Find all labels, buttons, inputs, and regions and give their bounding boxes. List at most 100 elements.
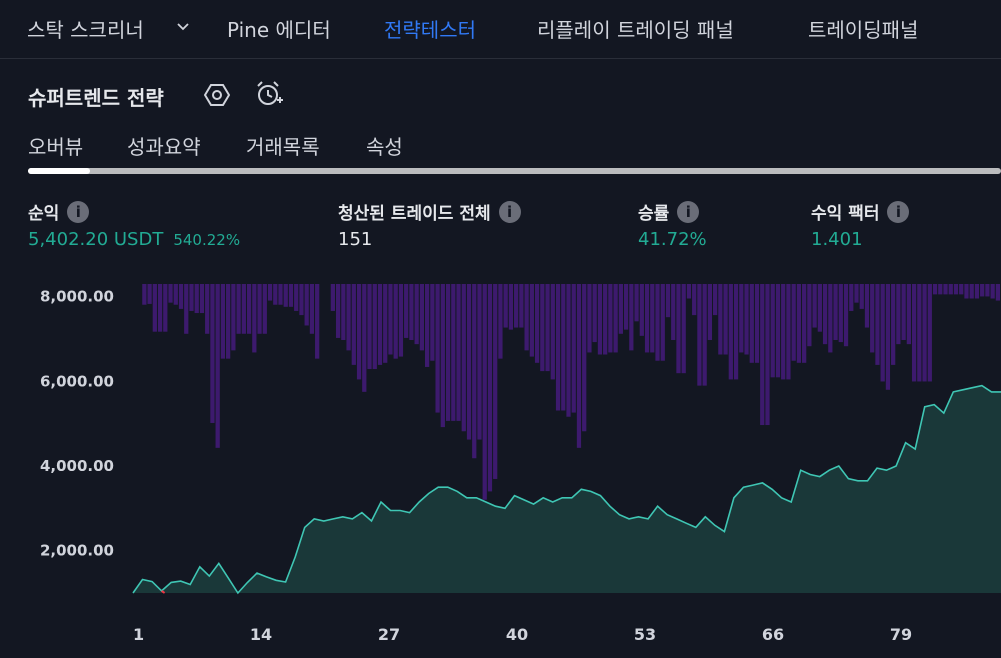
drawdown-bar — [754, 284, 760, 363]
drawdown-bar — [770, 284, 775, 378]
drawdown-bar — [246, 284, 252, 334]
drawdown-bar — [796, 284, 802, 363]
tab-pine-editor[interactable]: Pine 에디터 — [227, 18, 331, 42]
drawdown-bar — [288, 284, 294, 307]
drawdown-bar — [718, 284, 723, 355]
net-profit-percent: 540.22% — [173, 231, 241, 249]
chevron-down-icon[interactable] — [176, 20, 190, 34]
drawdown-bar — [241, 284, 246, 334]
drawdown-bar — [236, 284, 241, 334]
tab-strategy-tester[interactable]: 전략테스터 — [384, 18, 476, 42]
subtab-trades-list[interactable]: 거래목록 — [246, 135, 320, 159]
drawdown-bar — [901, 284, 906, 340]
drawdown-bar — [508, 284, 514, 330]
drawdown-bar — [702, 284, 707, 386]
equity-drawdown-chart[interactable]: 8,000.00 6,000.00 4,000.00 2,000.00 1 14 27 40… — [0, 262, 1001, 658]
drawdown-bar — [634, 284, 639, 322]
profit-factor-label: 수익 팩터 i — [811, 199, 910, 225]
drawdown-bar — [807, 284, 812, 347]
drawdown-bar — [613, 284, 618, 353]
tab-replay-trading-panel[interactable]: 리플레이 트레이딩 패널 — [537, 18, 734, 42]
drawdown-bar — [194, 284, 199, 314]
drawdown-bars — [142, 284, 1000, 500]
info-icon[interactable]: i — [67, 201, 90, 223]
drawdown-bar — [545, 284, 550, 372]
settings-hexagon-icon[interactable] — [204, 82, 230, 108]
drawdown-bar — [875, 284, 880, 365]
drawdown-bar — [294, 284, 299, 311]
drawdown-bar — [728, 284, 733, 380]
drawdown-bar — [335, 284, 341, 338]
drawdown-bar — [822, 284, 828, 345]
drawdown-bar — [550, 284, 555, 380]
drawdown-bar — [461, 284, 466, 432]
info-icon[interactable]: i — [498, 201, 521, 223]
drawdown-bar — [493, 284, 498, 479]
drawdown-bar — [713, 284, 718, 316]
drawdown-bar — [388, 284, 393, 355]
drawdown-bar — [477, 284, 482, 440]
x-axis-ticks: 1 14 27 40 53 66 79 — [133, 625, 912, 644]
tab-trading-panel[interactable]: 트레이딩패널 — [808, 18, 919, 42]
x-tick-label: 53 — [634, 625, 656, 644]
drawdown-bar — [252, 284, 257, 353]
drawdown-bar — [346, 284, 351, 351]
win-rate-label: 승률 i — [638, 199, 700, 225]
strategy-title: 슈퍼트렌드 전략 — [28, 86, 164, 110]
drawdown-bar — [262, 284, 267, 334]
drawdown-bar — [849, 284, 854, 311]
drawdown-bar — [445, 284, 451, 421]
total-closed-trades-label: 청산된 트레이드 전체 i — [338, 199, 521, 225]
info-icon[interactable]: i — [887, 201, 910, 223]
drawdown-bar — [498, 284, 503, 359]
drawdown-bar — [440, 284, 445, 428]
drawdown-bar — [665, 284, 671, 318]
drawdown-bar — [456, 284, 461, 421]
drawdown-bar — [943, 284, 948, 295]
drawdown-bar — [896, 284, 901, 345]
drawdown-bar — [425, 284, 430, 367]
drawdown-bar — [880, 284, 885, 382]
drawdown-bar — [838, 284, 843, 343]
drawdown-bar — [377, 284, 383, 365]
subtab-performance-summary[interactable]: 성과요약 — [127, 135, 201, 159]
drawdown-bar — [765, 284, 770, 426]
info-icon[interactable]: i — [677, 201, 700, 223]
drawdown-bar — [398, 284, 404, 357]
drawdown-bar — [739, 284, 744, 353]
drawdown-bar — [870, 284, 875, 353]
drawdown-bar — [220, 284, 226, 359]
y-tick-label: 2,000.00 — [40, 542, 114, 560]
drawdown-bar — [959, 284, 964, 295]
drawdown-bar — [980, 284, 985, 297]
equity-fill — [133, 385, 1001, 593]
drawdown-bar — [859, 284, 864, 309]
alarm-add-icon[interactable] — [255, 80, 283, 108]
drawdown-bar — [561, 284, 566, 411]
drawdown-bar — [152, 284, 157, 332]
drawdown-bar — [775, 284, 781, 378]
y-tick-label: 4,000.00 — [40, 457, 114, 475]
subtab-overview[interactable]: 오버뷰 — [28, 135, 84, 159]
total-closed-trades-value: 151 — [338, 229, 373, 250]
subtab-active-indicator — [28, 168, 90, 174]
drawdown-bar — [582, 284, 587, 432]
drawdown-bar — [566, 284, 571, 417]
x-tick-label: 66 — [762, 625, 784, 644]
drawdown-bar — [571, 284, 576, 413]
drawdown-bar — [178, 284, 184, 309]
drawdown-bar — [733, 284, 739, 380]
drawdown-bar — [974, 284, 980, 299]
subtab-scrollbar-track[interactable] — [28, 168, 1001, 174]
drawdown-bar — [781, 284, 786, 380]
subtab-properties[interactable]: 속성 — [366, 135, 403, 159]
drawdown-bar — [205, 284, 210, 334]
tab-stock-screener[interactable]: 스탁 스크리너 — [27, 18, 144, 42]
drawdown-bar — [393, 284, 398, 359]
drawdown-bar — [660, 284, 665, 361]
drawdown-bar — [472, 284, 477, 459]
drawdown-bar — [932, 284, 938, 295]
drawdown-bar — [524, 284, 529, 351]
drawdown-bar — [629, 284, 634, 351]
drawdown-bar — [142, 284, 147, 305]
